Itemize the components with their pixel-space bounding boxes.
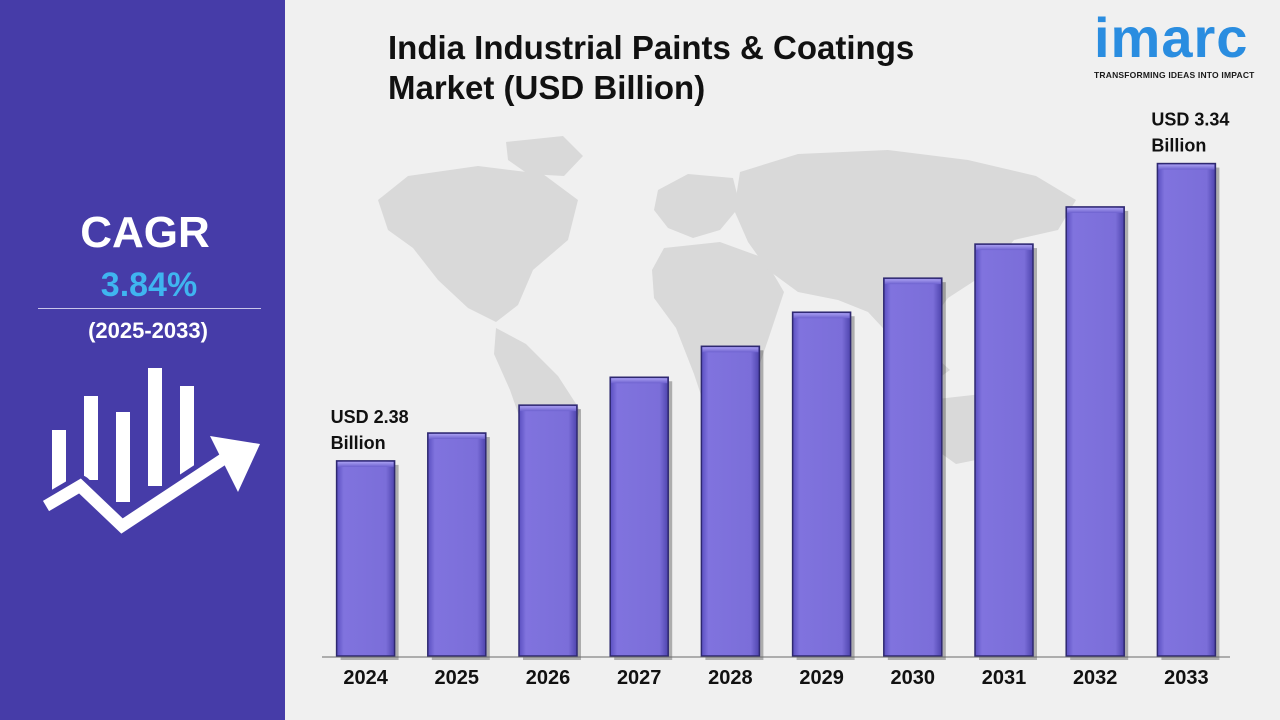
- bar-cap-2026: [520, 406, 576, 412]
- bar-rect-2030: [883, 277, 943, 657]
- imarc-logo: imarc TRANSFORMING IDEAS INTO IMPACT: [1094, 6, 1264, 81]
- cagr-label: CAGR: [80, 208, 210, 257]
- chart-title: India Industrial Paints & Coatings Marke…: [388, 29, 915, 106]
- bar-cap-2030: [884, 279, 941, 285]
- bar-rect-2032: [1065, 206, 1125, 657]
- x-tick-label-2031: 2031: [982, 667, 1027, 689]
- sidebar: CAGR 3.84% (2025-2033): [0, 0, 285, 720]
- bar-cap-2028: [702, 347, 759, 353]
- x-tick-label-2032: 2032: [1073, 667, 1118, 689]
- bar-cap-2031: [976, 245, 1032, 251]
- x-tick-label-2026: 2026: [526, 667, 571, 689]
- logo-tagline: TRANSFORMING IDEAS INTO IMPACT: [1094, 70, 1255, 80]
- bar-2031: [974, 243, 1037, 660]
- bar-2029: [791, 311, 855, 660]
- x-tick-label-2025: 2025: [435, 667, 480, 689]
- bar-2027: [609, 376, 673, 660]
- cagr-value: 3.84%: [100, 266, 198, 304]
- bar-2032: [1065, 206, 1129, 660]
- bar-2026: [518, 404, 581, 660]
- bar-rect-2028: [700, 345, 761, 657]
- x-tick-label-2028: 2028: [708, 667, 753, 689]
- x-tick-label-2029: 2029: [799, 667, 844, 689]
- bar-cap-2029: [793, 313, 850, 319]
- bar-rect-2026: [518, 404, 578, 657]
- bar-rect-2031: [974, 243, 1034, 657]
- x-tick-label-2024: 2024: [343, 667, 388, 689]
- growth-chart-arrow-icon: [40, 368, 260, 537]
- bar-cap-2032: [1067, 207, 1124, 213]
- x-tick-label-2030: 2030: [891, 667, 936, 689]
- bar-2028: [700, 345, 764, 660]
- bar-rect-2029: [791, 311, 852, 657]
- x-tick-label-2033: 2033: [1164, 667, 1209, 689]
- bar-rect-2027: [609, 376, 669, 657]
- bar-rect-2033: [1156, 162, 1217, 657]
- cagr-divider: [38, 308, 261, 309]
- logo-wordmark: imarc: [1094, 6, 1249, 69]
- bar-cap-2027: [611, 378, 668, 384]
- data-label-2033: USD 3.34 Billion: [1151, 110, 1229, 156]
- x-tick-label-2027: 2027: [617, 667, 662, 689]
- bar-rect-2024: [335, 460, 396, 657]
- bar-cap-2025: [428, 434, 485, 440]
- bar-cap-2033: [1158, 164, 1215, 170]
- bar-cap-2024: [337, 461, 394, 467]
- data-label-2024: USD 2.38 Billion: [331, 407, 409, 453]
- bar-2025: [427, 432, 490, 660]
- bar-2033: [1156, 162, 1220, 660]
- bar-2024: [335, 460, 399, 660]
- bar-rect-2025: [427, 432, 487, 657]
- bar-2030: [883, 277, 946, 660]
- cagr-period: (2025-2033): [88, 318, 208, 343]
